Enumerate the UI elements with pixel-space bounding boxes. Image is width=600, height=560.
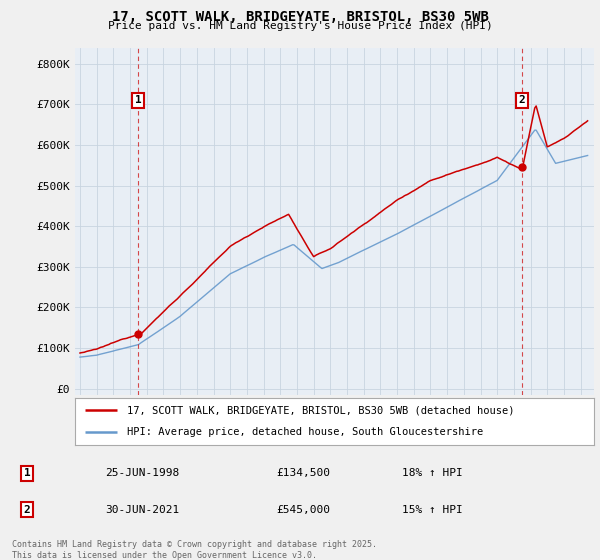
Text: £134,500: £134,500 <box>276 468 330 478</box>
Text: 1: 1 <box>135 95 142 105</box>
Text: 30-JUN-2021: 30-JUN-2021 <box>105 505 179 515</box>
Text: HPI: Average price, detached house, South Gloucestershire: HPI: Average price, detached house, Sout… <box>127 427 483 437</box>
Text: 25-JUN-1998: 25-JUN-1998 <box>105 468 179 478</box>
Text: 18% ↑ HPI: 18% ↑ HPI <box>402 468 463 478</box>
Text: Price paid vs. HM Land Registry's House Price Index (HPI): Price paid vs. HM Land Registry's House … <box>107 21 493 31</box>
Text: Contains HM Land Registry data © Crown copyright and database right 2025.
This d: Contains HM Land Registry data © Crown c… <box>12 540 377 559</box>
Text: 15% ↑ HPI: 15% ↑ HPI <box>402 505 463 515</box>
Text: 17, SCOTT WALK, BRIDGEYATE, BRISTOL, BS30 5WB: 17, SCOTT WALK, BRIDGEYATE, BRISTOL, BS3… <box>112 10 488 24</box>
Text: 2: 2 <box>518 95 526 105</box>
Text: 2: 2 <box>23 505 31 515</box>
Text: 1: 1 <box>23 468 31 478</box>
Text: 17, SCOTT WALK, BRIDGEYATE, BRISTOL, BS30 5WB (detached house): 17, SCOTT WALK, BRIDGEYATE, BRISTOL, BS3… <box>127 405 514 416</box>
Text: £545,000: £545,000 <box>276 505 330 515</box>
